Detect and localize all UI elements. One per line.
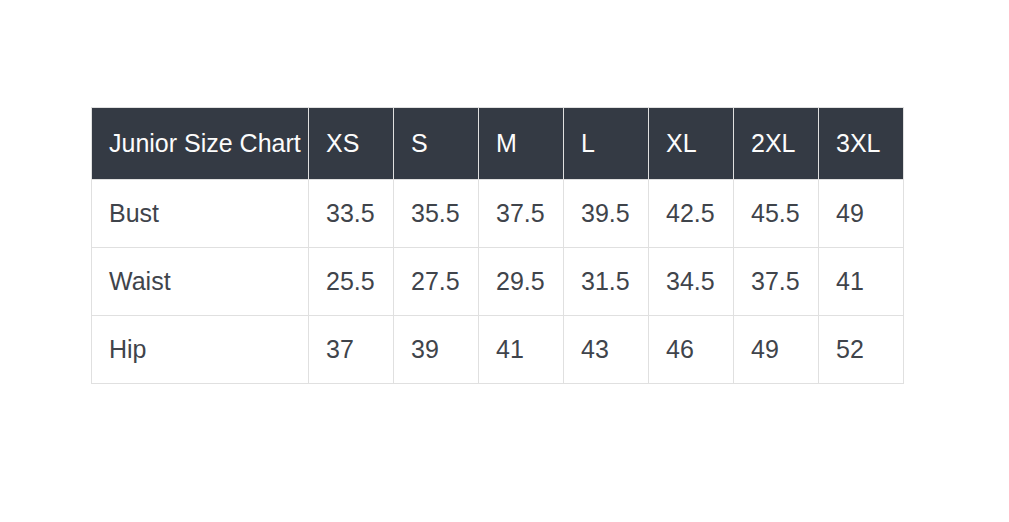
table-row-waist: Waist 25.5 27.5 29.5 31.5 34.5 37.5 41 — [92, 248, 904, 316]
bust-value-m: 37.5 — [479, 180, 564, 248]
hip-value-l: 43 — [564, 316, 649, 384]
size-chart-title: Junior Size Chart — [92, 108, 309, 180]
junior-size-chart-table: Junior Size Chart XS S M L XL 2XL 3XL Bu… — [91, 107, 904, 384]
hip-value-xl: 46 — [649, 316, 734, 384]
table-row-bust: Bust 33.5 35.5 37.5 39.5 42.5 45.5 49 — [92, 180, 904, 248]
waist-value-m: 29.5 — [479, 248, 564, 316]
page-background: Junior Size Chart XS S M L XL 2XL 3XL Bu… — [0, 0, 1009, 522]
waist-value-s: 27.5 — [394, 248, 479, 316]
bust-value-3xl: 49 — [819, 180, 904, 248]
column-header-xl: XL — [649, 108, 734, 180]
hip-value-3xl: 52 — [819, 316, 904, 384]
hip-value-xs: 37 — [309, 316, 394, 384]
column-header-3xl: 3XL — [819, 108, 904, 180]
waist-value-xl: 34.5 — [649, 248, 734, 316]
waist-value-2xl: 37.5 — [734, 248, 819, 316]
waist-value-3xl: 41 — [819, 248, 904, 316]
bust-value-l: 39.5 — [564, 180, 649, 248]
column-header-s: S — [394, 108, 479, 180]
row-label-bust: Bust — [92, 180, 309, 248]
column-header-l: L — [564, 108, 649, 180]
row-label-waist: Waist — [92, 248, 309, 316]
bust-value-s: 35.5 — [394, 180, 479, 248]
column-header-xs: XS — [309, 108, 394, 180]
bust-value-2xl: 45.5 — [734, 180, 819, 248]
bust-value-xs: 33.5 — [309, 180, 394, 248]
hip-value-m: 41 — [479, 316, 564, 384]
column-header-2xl: 2XL — [734, 108, 819, 180]
hip-value-2xl: 49 — [734, 316, 819, 384]
table-row-hip: Hip 37 39 41 43 46 49 52 — [92, 316, 904, 384]
row-label-hip: Hip — [92, 316, 309, 384]
column-header-m: M — [479, 108, 564, 180]
waist-value-xs: 25.5 — [309, 248, 394, 316]
waist-value-l: 31.5 — [564, 248, 649, 316]
bust-value-xl: 42.5 — [649, 180, 734, 248]
size-chart-header-row: Junior Size Chart XS S M L XL 2XL 3XL — [92, 108, 904, 180]
hip-value-s: 39 — [394, 316, 479, 384]
